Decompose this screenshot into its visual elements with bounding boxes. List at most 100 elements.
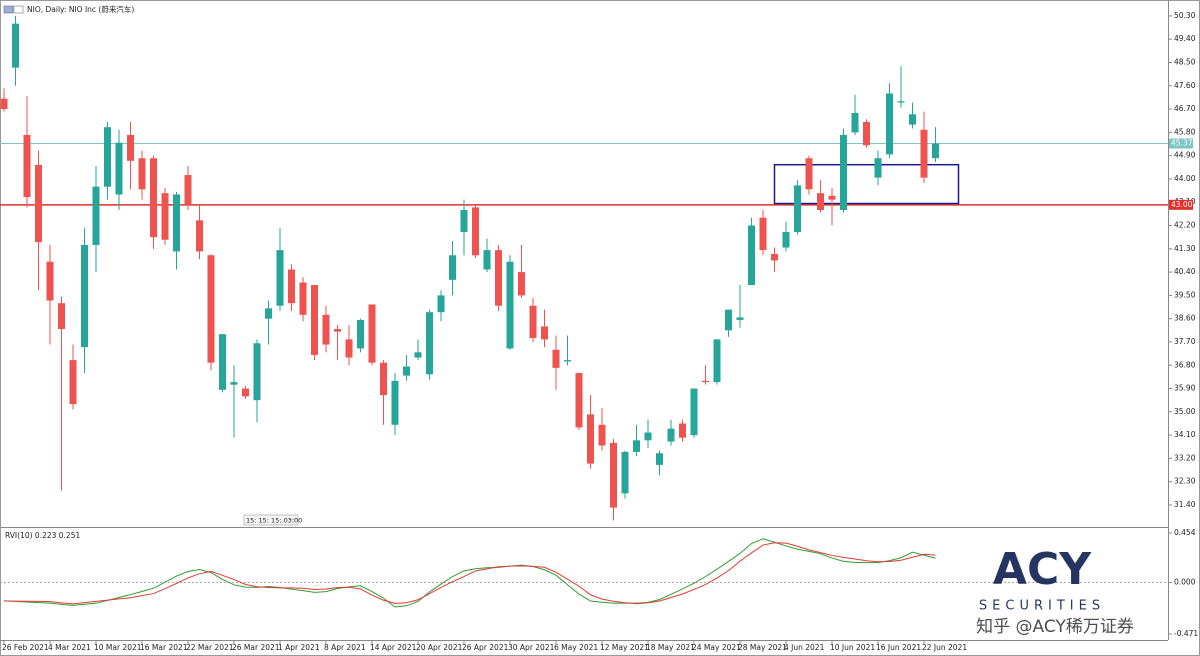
candle-body <box>380 362 387 396</box>
y-tick-label: -0.471 <box>1174 629 1198 638</box>
candle-body <box>311 285 318 355</box>
y-tick-label: 33.20 <box>1174 453 1196 462</box>
candle-body <box>472 207 479 256</box>
candle-body <box>184 175 192 205</box>
logo-tagline: SECURITIES <box>979 599 1105 614</box>
candle-body <box>782 231 790 248</box>
time-marker: 15: 15: 15: 03:00 <box>246 517 302 525</box>
candle-body <box>92 186 100 245</box>
y-tick-label: 34.10 <box>1174 430 1196 439</box>
candle-body <box>828 195 836 200</box>
x-tick-label: 1 Apr 2021 <box>278 643 320 652</box>
y-tick-label: 32.30 <box>1174 477 1196 486</box>
y-tick-label: 38.60 <box>1174 314 1196 323</box>
y-tick-label: 48.50 <box>1174 57 1196 66</box>
candle-body <box>794 185 801 232</box>
candle-body <box>748 225 755 286</box>
candle-body <box>253 343 261 401</box>
x-tick-label: 12 May 2021 <box>600 643 649 652</box>
candle-body <box>196 220 203 252</box>
candle-body <box>897 101 905 103</box>
price-label: 43.00 <box>1171 200 1193 209</box>
candle-body <box>840 134 847 210</box>
y-tick-label: 0.000 <box>1174 578 1196 587</box>
logo: ACY <box>993 544 1092 595</box>
candle-body <box>495 250 502 306</box>
x-tick-label: 28 May 2021 <box>738 643 787 652</box>
candle-body <box>219 334 226 390</box>
candle-body <box>633 440 640 452</box>
x-tick-label: 10 Jun 2021 <box>830 643 875 652</box>
x-tick-label: 10 Mar 2021 <box>94 643 142 652</box>
candle-body <box>644 432 652 441</box>
indicator-line <box>3 538 936 608</box>
candle-body <box>610 442 617 508</box>
candle-body <box>81 244 88 348</box>
candle-body <box>265 308 272 319</box>
candle-body <box>104 127 111 187</box>
candle-body <box>150 158 157 238</box>
candle-body <box>426 312 433 375</box>
symbol-icon <box>13 5 24 14</box>
candle-body <box>69 360 77 405</box>
x-tick-label: 24 May 2021 <box>692 643 741 652</box>
candle-body <box>529 305 537 339</box>
candle-body <box>886 93 893 155</box>
x-tick-label: 16 Mar 2021 <box>140 643 188 652</box>
candle-body <box>771 253 778 261</box>
candle-body <box>403 366 410 376</box>
candle-body <box>322 314 330 345</box>
candle-body <box>357 319 364 349</box>
x-tick-label: 4 Mar 2021 <box>48 643 91 652</box>
time-marker-box <box>243 514 299 526</box>
candle-body <box>817 193 824 210</box>
candle-body <box>58 303 65 330</box>
x-tick-label: 16 Jun 2021 <box>876 643 921 652</box>
candle-body <box>805 158 813 190</box>
y-tick-label: 39.50 <box>1174 290 1196 299</box>
x-tick-label: 14 Apr 2021 <box>370 643 417 652</box>
y-tick-label: 46.70 <box>1174 104 1196 113</box>
candle-body <box>368 304 376 363</box>
chart-title: NIO, Daily: NIO Inc (蔚来汽车) <box>27 4 134 14</box>
candle-body <box>874 158 882 178</box>
x-tick-label: 22 Mar 2021 <box>186 643 234 652</box>
candle-body <box>414 352 422 358</box>
candle-body <box>598 424 606 446</box>
candle-body <box>449 255 456 280</box>
y-tick-label: 44.90 <box>1174 151 1196 160</box>
candle-body <box>713 339 721 383</box>
zone-box <box>773 163 960 205</box>
y-tick-label: 45.80 <box>1174 127 1196 136</box>
candle-body <box>575 373 583 428</box>
price-label: 45.37 <box>1171 138 1193 147</box>
y-tick-label: 47.60 <box>1174 81 1196 90</box>
candle-body <box>12 23 19 68</box>
y-tick-label: 35.00 <box>1174 407 1196 416</box>
x-tick-label: 30 Apr 2021 <box>508 643 555 652</box>
candle-body <box>506 261 514 349</box>
y-tick-label: 37.70 <box>1174 337 1196 346</box>
watermark: ACY SECURITIES 知乎 @ACY稀万证券 <box>976 544 1134 637</box>
candle-body <box>690 388 698 436</box>
y-tick-label: 35.90 <box>1174 384 1196 393</box>
candle-body <box>679 423 686 438</box>
x-tick-label: 4 Jun 2021 <box>784 643 825 652</box>
candle-body <box>920 129 928 178</box>
candle-body <box>391 380 399 425</box>
y-tick-label: 0.454 <box>1174 528 1196 537</box>
symbol-icon <box>3 5 14 14</box>
y-tick-label: 49.40 <box>1174 34 1196 43</box>
candle-body <box>851 112 859 133</box>
candle-body <box>863 122 870 146</box>
candle-body <box>288 269 295 304</box>
x-tick-label: 26 Apr 2021 <box>462 643 509 652</box>
x-tick-label: 22 Jun 2021 <box>922 643 967 652</box>
candle-body <box>230 382 238 385</box>
candle-body <box>909 114 916 125</box>
candle-body <box>173 194 180 252</box>
candle-body <box>667 428 675 442</box>
candle-body <box>932 143 939 159</box>
